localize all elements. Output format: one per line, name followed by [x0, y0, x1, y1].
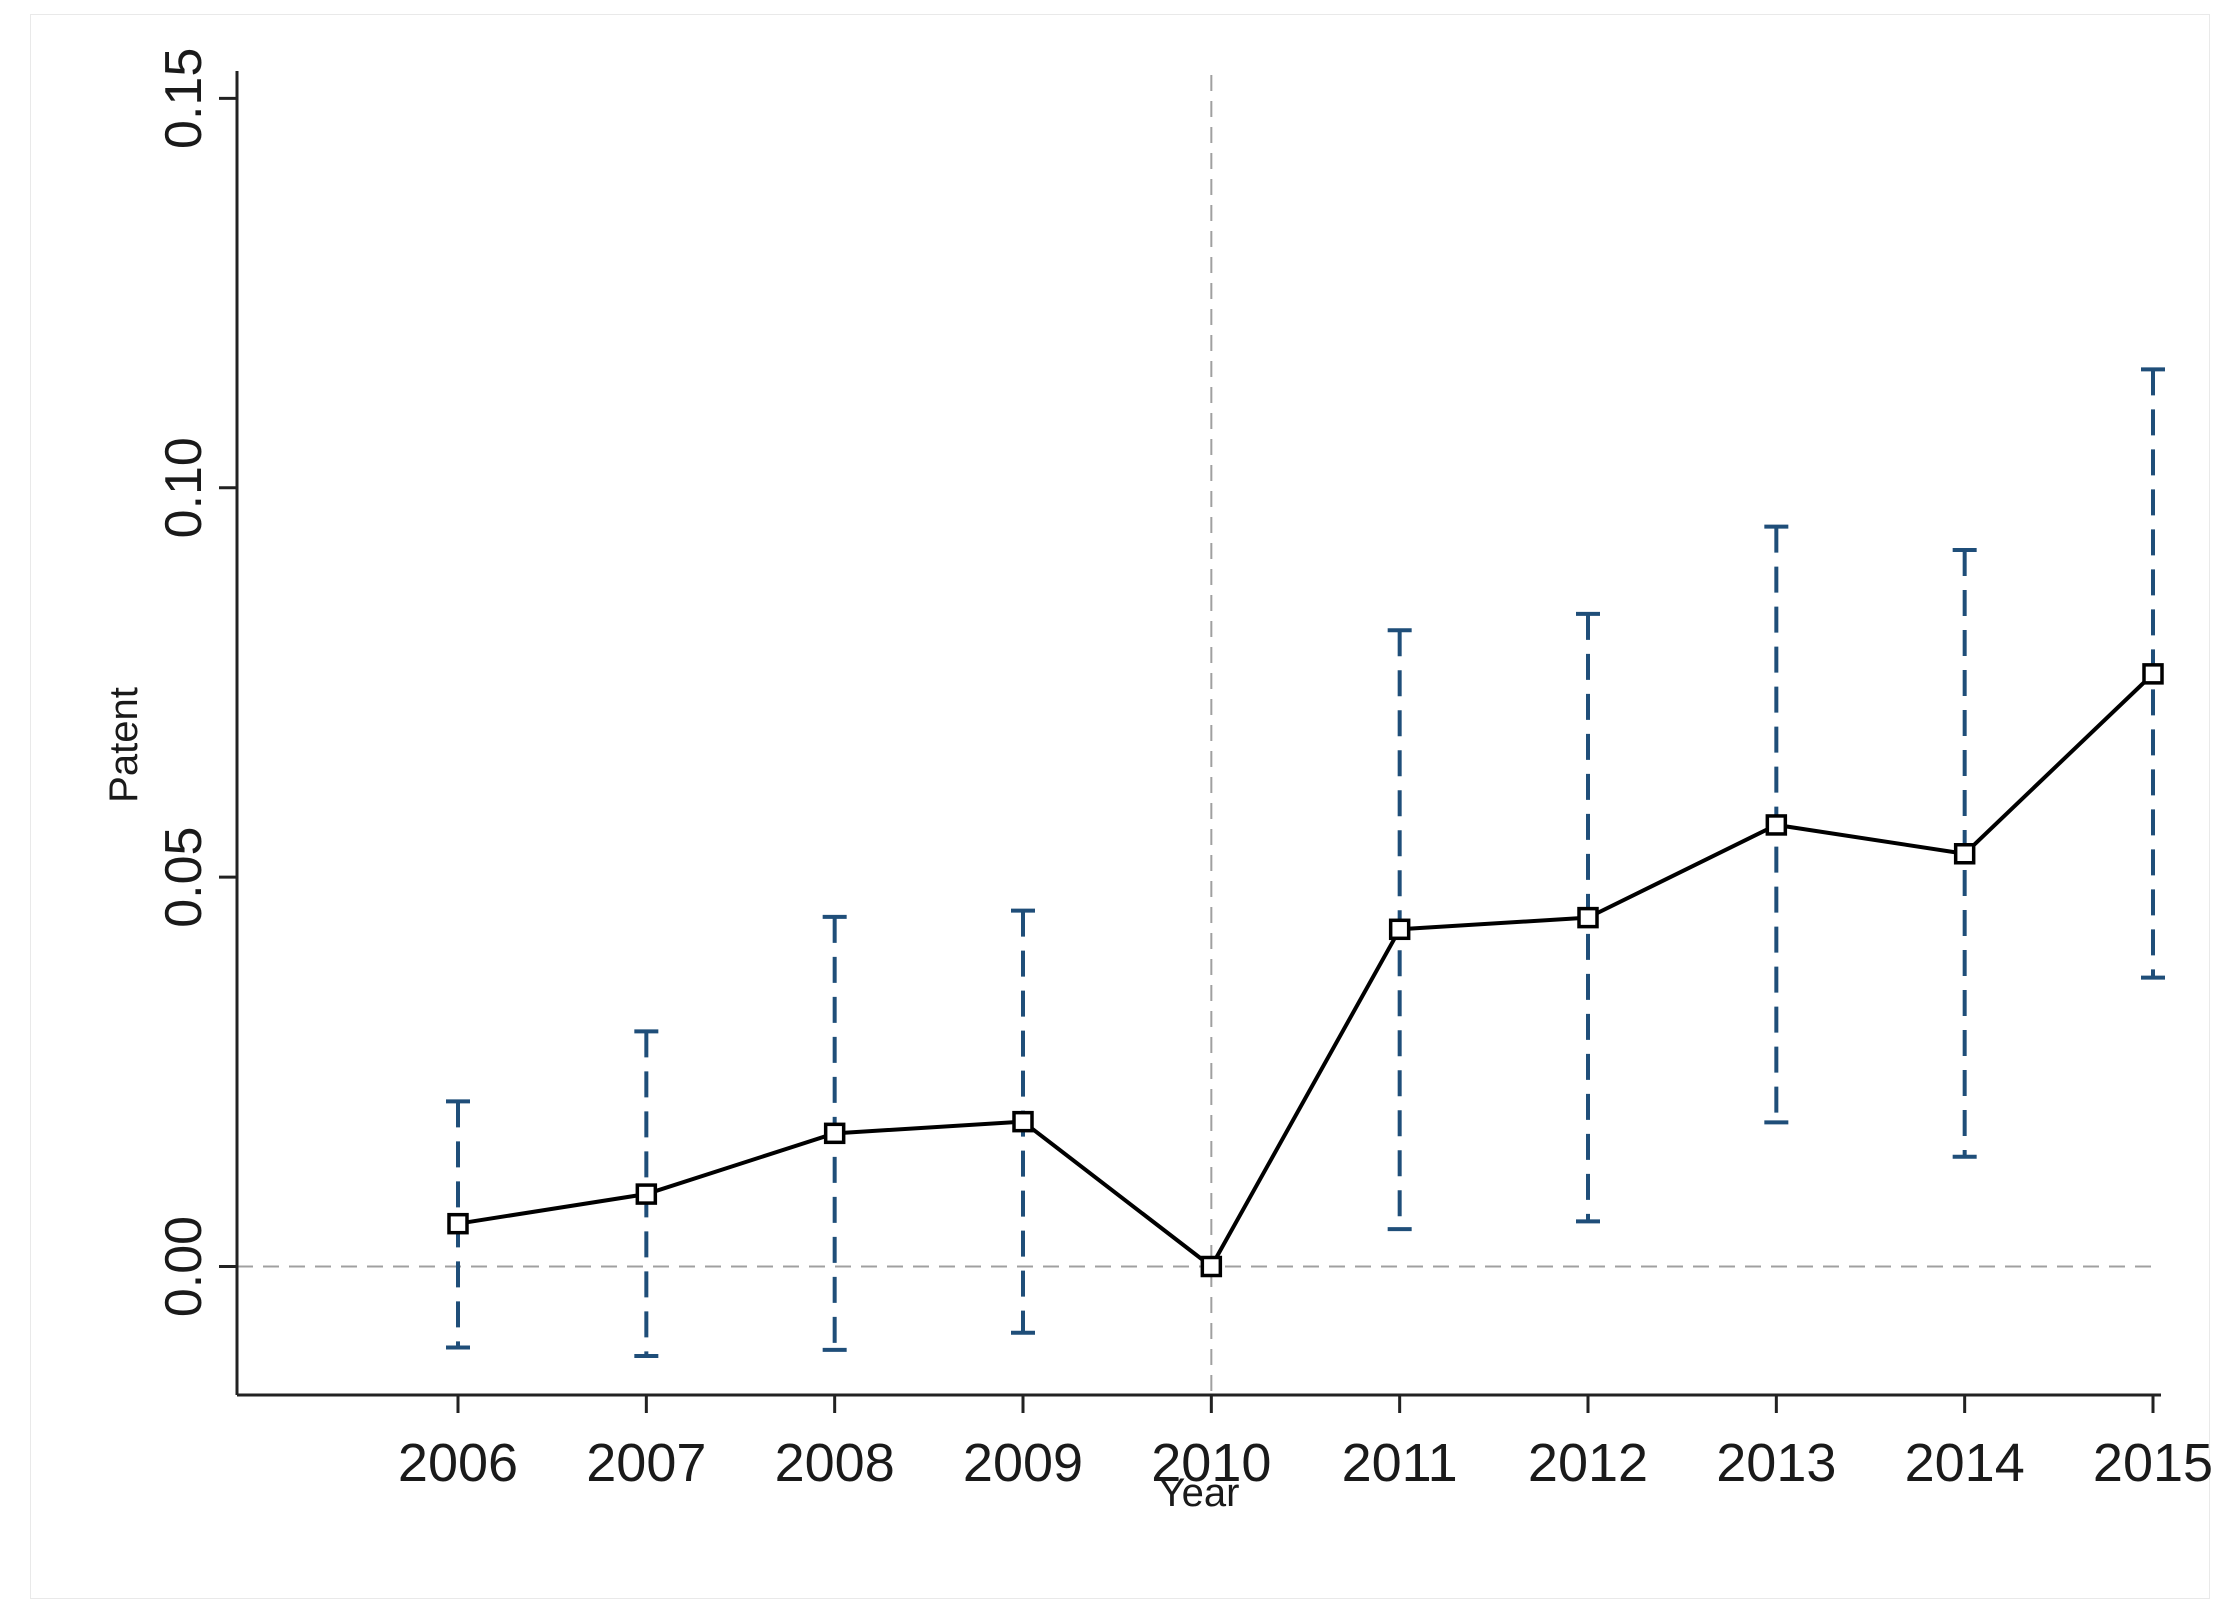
x-tick-label: 2007 [586, 1433, 706, 1493]
data-point [2142, 663, 2164, 685]
data-point [1012, 1110, 1034, 1133]
coefficient-line [457, 672, 2155, 1269]
y-tick-label: 0.10 [155, 437, 213, 538]
y-axis-title: Patent [102, 687, 146, 803]
data-point [823, 1122, 846, 1145]
x-tick-label: 2008 [775, 1433, 895, 1493]
axes [235, 71, 2161, 1397]
x-tick-label: 2012 [1528, 1433, 1648, 1493]
point-markers [447, 663, 2164, 1278]
y-tick-label: 0.00 [155, 1216, 213, 1317]
chart-frame: 0.00 0.05 0.10 0.15 2006 2007 2008 2009 2010 201… [30, 14, 2211, 1599]
x-tick-label: 2009 [963, 1433, 1083, 1493]
reference-lines [237, 75, 2161, 1395]
data-point [1388, 918, 1411, 941]
x-axis-title: Year [1159, 1471, 1240, 1515]
data-point [1953, 843, 1976, 865]
x-tick-label: 2013 [1716, 1433, 1836, 1493]
y-tick-label: 0.15 [155, 48, 213, 149]
data-point [1577, 906, 1599, 929]
event-study-chart: 0.00 0.05 0.10 0.15 2006 2007 2008 2009 2010 201… [102, 48, 2211, 1515]
x-axis-ticks: 2006 2007 2008 2009 2010 2011 2012 2013 2014 2015 [398, 1395, 2211, 1493]
data-point [1765, 814, 1788, 836]
x-tick-label: 2011 [1342, 1433, 1458, 1493]
series-line [457, 672, 2155, 1269]
x-tick-label: 2006 [398, 1433, 518, 1493]
x-tick-label: 2014 [1905, 1433, 2025, 1493]
data-point [635, 1183, 658, 1205]
data-point [1200, 1255, 1223, 1278]
x-tick-label: 2015 [2093, 1433, 2211, 1493]
y-axis-ticks: 0.00 0.05 0.10 0.15 [155, 48, 237, 1317]
y-tick-label: 0.05 [155, 827, 213, 928]
x-tick-label: 2010 [1151, 1433, 1271, 1493]
confidence-intervals [446, 367, 2165, 1359]
data-point [447, 1212, 469, 1235]
